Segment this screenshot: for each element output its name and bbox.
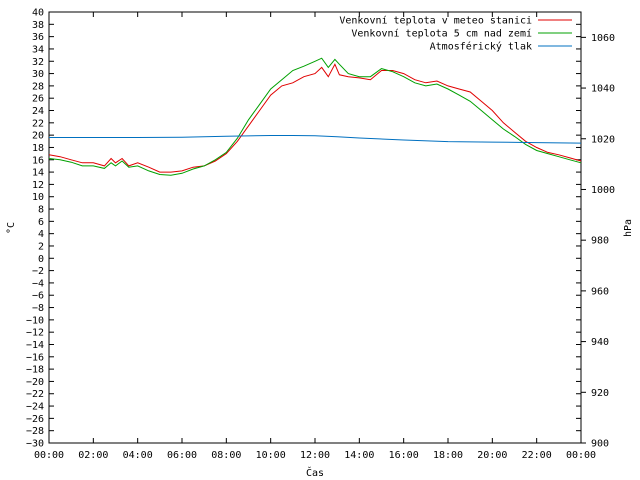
y-tick-label: 40 xyxy=(32,8,44,19)
x-tick-label: 00:00 xyxy=(566,450,596,461)
x-tick-label: 02:00 xyxy=(78,450,108,461)
y-tick-label: 36 xyxy=(32,32,44,43)
legend-label-3: Atmosférický tlak xyxy=(430,41,532,53)
y-tick-label: 28 xyxy=(32,81,44,92)
y-tick-label: −6 xyxy=(32,291,44,302)
x-tick-label: 06:00 xyxy=(167,450,197,461)
x-tick-label: 20:00 xyxy=(477,450,507,461)
y2-tick-label: 980 xyxy=(591,236,609,247)
series-line-3 xyxy=(49,135,582,144)
y-axis-ticks: −30−28−26−24−22−20−18−16−14−12−10−8−6−4−… xyxy=(26,8,581,450)
y-tick-label: 4 xyxy=(38,229,44,240)
series-line-2 xyxy=(48,57,582,176)
y-tick-label: 0 xyxy=(38,254,44,265)
legend-label-1: Venkovní teplota v meteo stanici xyxy=(339,15,532,27)
y-tick-label: 34 xyxy=(32,44,44,55)
plot-border xyxy=(48,11,582,444)
y-tick-label: 22 xyxy=(32,118,44,129)
y-tick-label: 6 xyxy=(38,217,44,228)
y-tick-label: 30 xyxy=(32,69,44,80)
y-tick-label: 2 xyxy=(38,241,44,252)
y-tick-label: 24 xyxy=(32,106,44,117)
y-tick-label: 16 xyxy=(32,155,44,166)
y-tick-label: −30 xyxy=(26,439,44,450)
legend: Venkovní teplota v meteo staniciVenkovní… xyxy=(339,15,572,53)
y-tick-label: −16 xyxy=(26,352,44,363)
x-axis-ticks: 00:00 02:00 04:00 06:00 08:00 10:00 12:00 14:00… xyxy=(34,12,596,461)
series-line-1 xyxy=(48,63,582,173)
y-tick-label: 10 xyxy=(32,192,44,203)
y-tick-label: −12 xyxy=(26,328,44,339)
y-tick-label: 20 xyxy=(32,131,44,142)
y2-tick-label: 960 xyxy=(591,286,609,297)
y-tick-label: −18 xyxy=(26,365,44,376)
y2-tick-label: 1000 xyxy=(591,185,615,196)
x-tick-label: 10:00 xyxy=(256,450,286,461)
y2-axis-label: hPa xyxy=(623,219,634,237)
y-axis-label: °C xyxy=(6,222,17,234)
y-tick-label: 8 xyxy=(38,205,44,216)
y-tick-label: −8 xyxy=(32,303,44,314)
y2-tick-label: 940 xyxy=(591,337,609,348)
y-tick-label: 32 xyxy=(32,57,44,68)
x-tick-label: 22:00 xyxy=(522,450,552,461)
y-tick-label: −4 xyxy=(32,278,44,289)
x-tick-label: 18:00 xyxy=(433,450,463,461)
x-tick-label: 12:00 xyxy=(300,450,330,461)
y-tick-label: −14 xyxy=(26,340,44,351)
y2-axis-ticks: 900 920 940 960 980 1000 1020 1040 1060 xyxy=(581,33,615,450)
y-tick-label: −10 xyxy=(26,315,44,326)
y-tick-label: 38 xyxy=(32,20,44,31)
y-tick-label: 14 xyxy=(32,168,44,179)
x-tick-label: 14:00 xyxy=(344,450,374,461)
y-tick-label: −24 xyxy=(26,402,44,413)
y-tick-label: −2 xyxy=(32,266,44,277)
y-tick-label: −26 xyxy=(26,414,44,425)
y-tick-label: −20 xyxy=(26,377,44,388)
x-tick-label: 16:00 xyxy=(389,450,419,461)
y-tick-label: 12 xyxy=(32,180,44,191)
legend-label-2: Venkovní teplota 5 cm nad zemí xyxy=(351,28,532,40)
y2-tick-label: 1020 xyxy=(591,134,615,145)
y2-tick-label: 1040 xyxy=(591,84,615,95)
x-tick-label: 08:00 xyxy=(211,450,241,461)
y2-tick-label: 900 xyxy=(591,439,609,450)
x-tick-label: 04:00 xyxy=(123,450,153,461)
y-tick-label: −22 xyxy=(26,389,44,400)
y-tick-label: 18 xyxy=(32,143,44,154)
y2-tick-label: 920 xyxy=(591,388,609,399)
x-tick-label: 00:00 xyxy=(34,450,64,461)
x-axis-label: Čas xyxy=(306,466,324,479)
y-tick-label: 26 xyxy=(32,94,44,105)
y-tick-label: −28 xyxy=(26,426,44,437)
y2-tick-label: 1060 xyxy=(591,33,615,44)
series-group xyxy=(48,57,582,176)
